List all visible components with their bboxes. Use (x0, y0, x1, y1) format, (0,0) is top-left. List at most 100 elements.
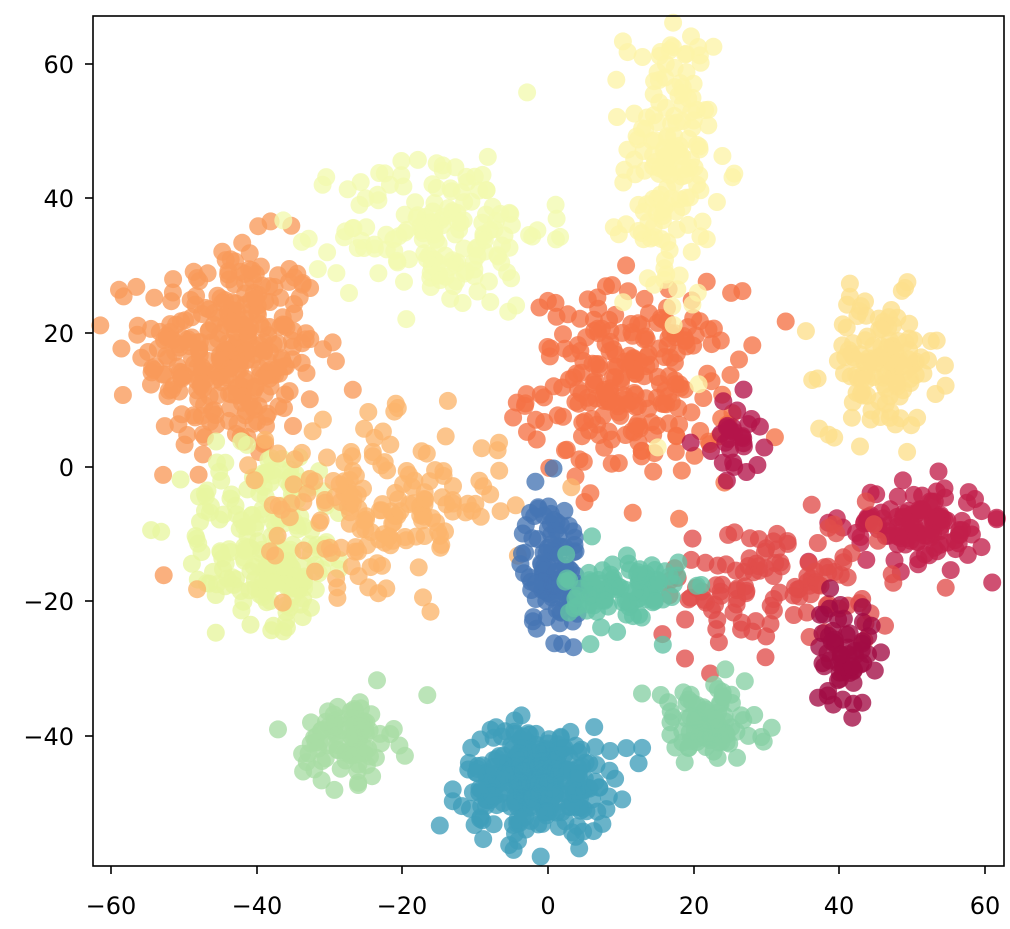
scatter-point (935, 356, 954, 375)
scatter-point (431, 271, 450, 289)
scatter-point (214, 505, 233, 524)
scatter-point (233, 233, 252, 252)
scatter-point (894, 356, 913, 375)
scatter-point (655, 199, 673, 218)
scatter-point (142, 375, 160, 394)
scatter-point (545, 634, 564, 653)
scatter-point (623, 503, 642, 522)
scatter-point (535, 413, 554, 431)
scatter-point (898, 273, 917, 292)
scatter-point (668, 280, 687, 299)
scatter-point (504, 408, 523, 427)
scatter-point (541, 504, 560, 523)
scatter-point (650, 572, 668, 591)
scatter-point (506, 496, 525, 515)
scatter-point (318, 243, 337, 262)
scatter-point (716, 660, 735, 679)
scatter-point (316, 493, 335, 512)
scatter-point (623, 326, 642, 345)
scatter-point (164, 270, 183, 289)
scatter-point (241, 562, 260, 581)
scatter-point (929, 462, 948, 481)
scatter-point (664, 13, 683, 32)
scatter-point (343, 447, 362, 466)
scatter-point (216, 577, 235, 596)
scatter-point (629, 563, 648, 582)
scatter-point (749, 557, 768, 576)
scatter-point (554, 407, 572, 426)
scatter-point (681, 433, 700, 452)
scatter-point (844, 673, 863, 692)
scatter-point (671, 146, 690, 165)
scatter-point (338, 180, 357, 199)
scatter-point (502, 216, 521, 235)
scatter-point (348, 239, 367, 258)
scatter-point (492, 253, 511, 272)
scatter-point (843, 708, 862, 727)
scatter-point (683, 529, 702, 548)
scatter-point (842, 408, 861, 427)
scatter-point (443, 780, 462, 799)
scatter-point (831, 596, 850, 614)
scatter-point (243, 397, 262, 416)
scatter-point (571, 309, 589, 328)
scatter-point (434, 462, 453, 481)
scatter-point (607, 394, 626, 413)
scatter-point (743, 336, 762, 355)
scatter-point (246, 378, 265, 397)
scatter-point (838, 295, 857, 314)
scatter-point (560, 370, 578, 389)
scatter-point (658, 336, 677, 355)
scatter-point (818, 644, 837, 663)
scatter-point (142, 521, 161, 540)
scatter-point (249, 532, 268, 551)
scatter-point (581, 635, 600, 654)
scatter-point (632, 441, 651, 460)
scatter-point (838, 568, 857, 587)
scatter-point (397, 531, 416, 550)
x-tick-label: −40 (232, 892, 283, 920)
scatter-point (470, 181, 489, 200)
scatter-point (856, 492, 875, 511)
scatter-point (606, 769, 625, 788)
scatter-point (162, 380, 181, 399)
scatter-point (851, 527, 870, 546)
scatter-point (241, 615, 260, 634)
scatter-point (509, 744, 528, 763)
scatter-point (694, 389, 713, 407)
scatter-point (452, 797, 471, 816)
scatter-point (221, 250, 240, 269)
scatter-point (612, 373, 630, 392)
scatter-point (465, 816, 484, 834)
scatter-point (423, 202, 442, 221)
scatter-point (842, 657, 861, 676)
scatter-point (547, 803, 566, 822)
scatter-point (575, 412, 594, 431)
scatter-point (717, 725, 736, 744)
scatter-point (257, 407, 276, 426)
scatter-point (924, 524, 943, 543)
scatter-point (719, 419, 738, 438)
scatter-point (268, 526, 287, 545)
scatter-point (359, 403, 378, 421)
scatter-point (645, 592, 664, 611)
scatter-point (114, 287, 133, 306)
scatter-point (511, 774, 530, 793)
scatter-point (630, 417, 649, 436)
scatter-point (251, 315, 270, 334)
scatter-point (717, 471, 736, 490)
scatter-point (518, 83, 537, 102)
scatter-point (294, 493, 313, 512)
scatter-point (210, 462, 229, 481)
scatter-point (745, 706, 764, 724)
scatter-point (881, 500, 900, 519)
scatter-point (155, 417, 174, 436)
scatter-point (690, 166, 709, 185)
scatter-point (596, 383, 615, 402)
scatter-point (834, 553, 853, 572)
scatter-point (209, 330, 227, 349)
y-tick-label: 60 (43, 51, 74, 79)
scatter-point (311, 511, 330, 530)
scatter-point (755, 438, 774, 457)
scatter-point (325, 780, 344, 799)
